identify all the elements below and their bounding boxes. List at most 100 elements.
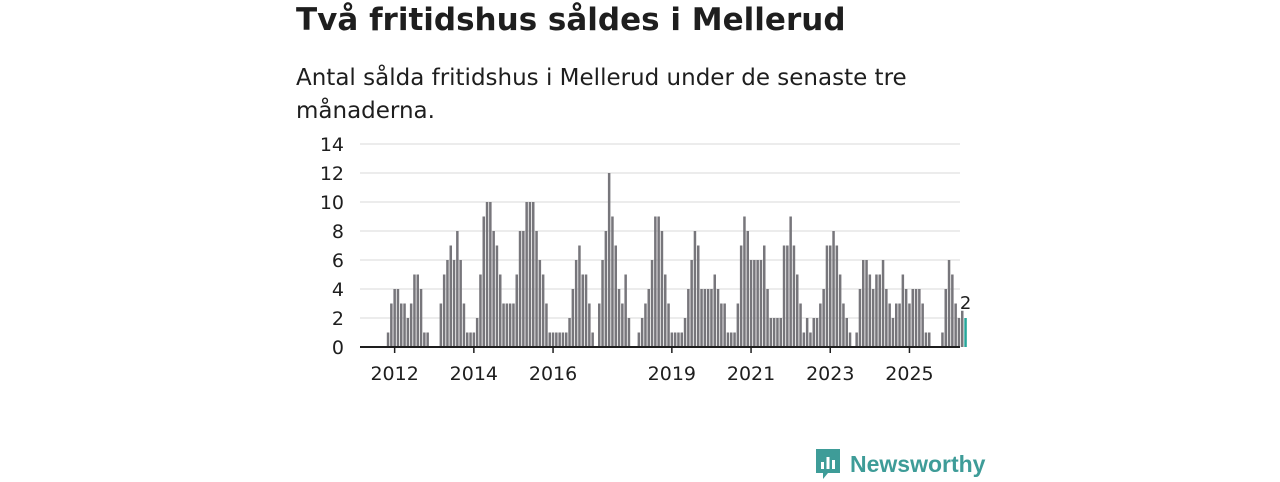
bar <box>782 245 786 347</box>
bar <box>390 303 393 347</box>
x-tick-label: 2014 <box>450 363 498 385</box>
bar <box>413 274 416 347</box>
bar <box>772 318 776 347</box>
x-tick-label: 2016 <box>529 363 577 385</box>
y-tick-label: 0 <box>332 337 344 359</box>
bar <box>525 202 528 347</box>
bar <box>439 303 443 347</box>
bar <box>601 260 604 347</box>
bar <box>588 303 591 347</box>
bar <box>868 274 872 347</box>
bar <box>489 202 492 347</box>
bar <box>508 303 512 347</box>
bar <box>475 318 479 347</box>
x-tick-label: 2019 <box>648 363 696 385</box>
bar <box>961 310 964 347</box>
bar <box>574 260 578 347</box>
bar <box>901 274 905 347</box>
bar <box>759 260 763 347</box>
bar <box>518 231 522 347</box>
bar <box>416 274 419 347</box>
bar <box>637 332 641 347</box>
bar <box>396 289 400 347</box>
bar <box>885 289 888 347</box>
bar <box>799 303 802 347</box>
bar <box>928 332 931 347</box>
bar <box>835 245 839 347</box>
bar <box>578 245 581 347</box>
bar <box>753 260 756 347</box>
bar <box>845 318 848 347</box>
bar <box>485 202 489 347</box>
bar <box>875 274 878 347</box>
bar <box>693 231 697 347</box>
bar <box>796 274 799 347</box>
bar <box>654 216 657 347</box>
bar <box>871 289 875 347</box>
bar <box>499 274 502 347</box>
bar <box>904 289 908 347</box>
bar <box>466 332 469 347</box>
y-tick-label: 12 <box>320 163 344 185</box>
bar <box>838 274 842 347</box>
bar <box>941 332 944 347</box>
bar <box>911 289 914 347</box>
brand-name: Newsworthy <box>850 450 986 477</box>
bar <box>657 216 660 347</box>
bar <box>720 303 723 347</box>
bar <box>505 303 509 347</box>
bar <box>650 260 654 347</box>
bar <box>802 332 806 347</box>
bar <box>713 274 716 347</box>
bar <box>617 289 621 347</box>
bar <box>947 260 951 347</box>
bar <box>528 202 532 347</box>
bar <box>898 303 901 347</box>
x-tick-label: 2012 <box>370 363 418 385</box>
last-value-label: 2 <box>960 293 971 314</box>
bar <box>492 231 495 347</box>
bar <box>660 231 664 347</box>
bar <box>406 318 410 347</box>
newsworthy-logo: Newsworthy <box>814 446 985 482</box>
bar <box>558 332 561 347</box>
bar <box>446 260 449 347</box>
bar <box>640 318 644 347</box>
bar-latest <box>964 318 967 347</box>
bar <box>829 245 832 347</box>
bar <box>538 260 542 347</box>
bar <box>627 318 631 347</box>
bar <box>673 332 677 347</box>
bar <box>944 289 947 347</box>
bar <box>918 289 921 347</box>
bar <box>723 303 726 347</box>
bar <box>393 289 396 347</box>
bar <box>535 231 538 347</box>
y-tick-label: 4 <box>332 279 344 301</box>
bar <box>716 289 720 347</box>
x-tick-label: 2025 <box>885 363 933 385</box>
bar <box>502 303 505 347</box>
bar <box>571 289 575 347</box>
bar <box>690 260 693 347</box>
bar <box>664 274 667 347</box>
bar <box>541 274 545 347</box>
bar <box>545 303 548 347</box>
bar <box>409 303 413 347</box>
bar <box>677 332 680 347</box>
bar <box>776 318 779 347</box>
y-tick-label: 10 <box>320 192 344 214</box>
bar <box>683 318 687 347</box>
bar <box>479 274 482 347</box>
bar <box>697 245 700 347</box>
bar <box>607 173 611 347</box>
bar <box>865 260 868 347</box>
bar <box>756 260 759 347</box>
bar <box>449 245 452 347</box>
bar <box>565 332 568 347</box>
bar <box>598 303 601 347</box>
bar <box>555 332 558 347</box>
bar <box>812 318 815 347</box>
bar <box>805 318 809 347</box>
bar <box>822 289 825 347</box>
